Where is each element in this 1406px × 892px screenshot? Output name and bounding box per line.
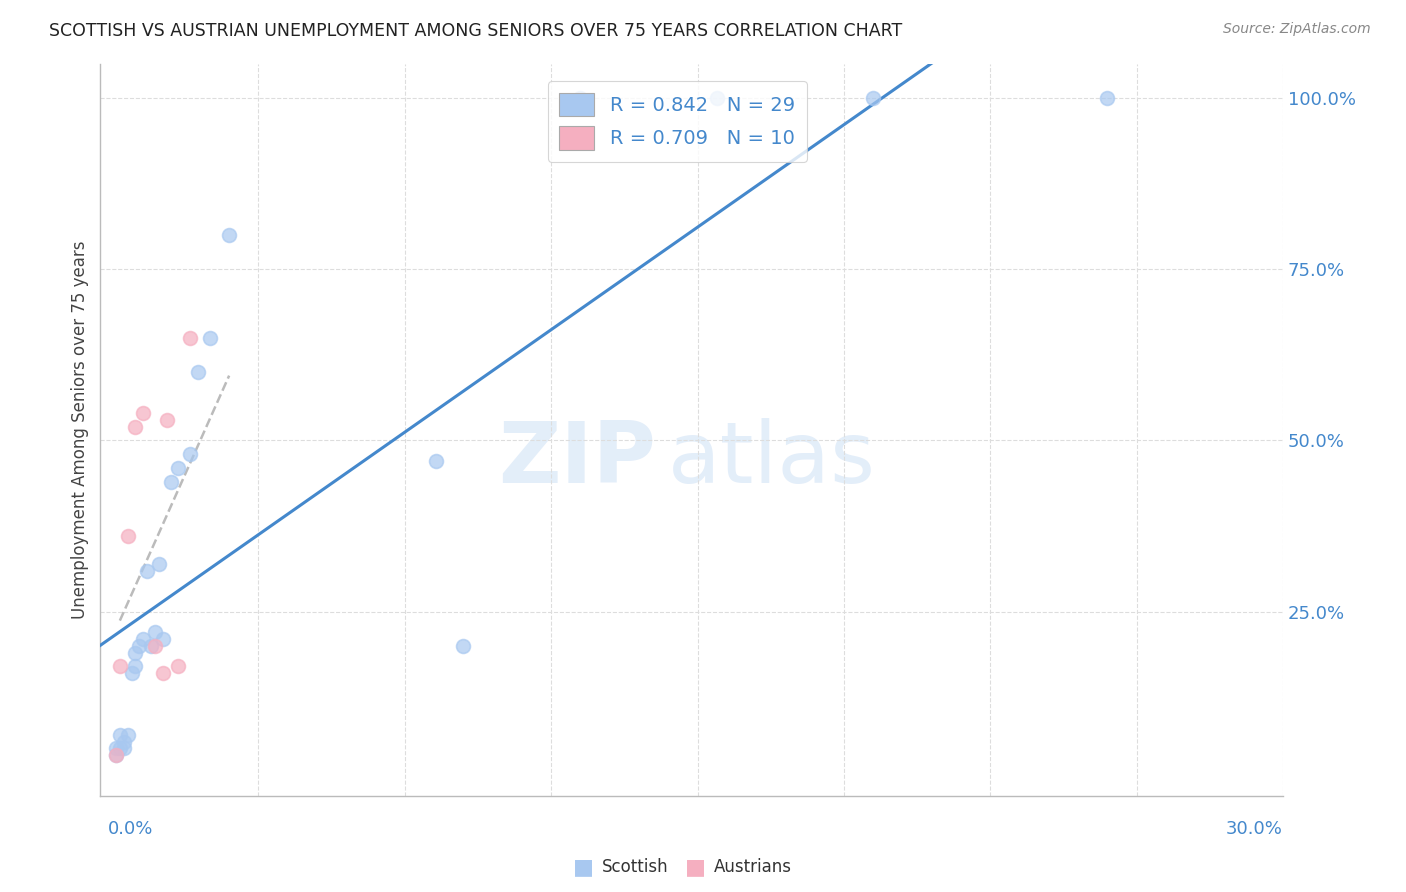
Point xyxy=(569,91,592,105)
Point xyxy=(124,419,146,434)
Text: Source: ZipAtlas.com: Source: ZipAtlas.com xyxy=(1223,22,1371,37)
Point xyxy=(159,475,181,489)
Point xyxy=(152,632,174,646)
Point xyxy=(117,728,139,742)
Point xyxy=(862,91,884,105)
Point xyxy=(124,659,146,673)
Point xyxy=(104,748,127,763)
Legend: R = 0.842   N = 29, R = 0.709   N = 10: R = 0.842 N = 29, R = 0.709 N = 10 xyxy=(548,81,807,161)
Point xyxy=(139,639,162,653)
Point xyxy=(167,461,190,475)
Point xyxy=(167,659,190,673)
Point xyxy=(132,632,155,646)
Point xyxy=(112,741,135,756)
Text: SCOTTISH VS AUSTRIAN UNEMPLOYMENT AMONG SENIORS OVER 75 YEARS CORRELATION CHART: SCOTTISH VS AUSTRIAN UNEMPLOYMENT AMONG … xyxy=(49,22,903,40)
Point xyxy=(124,646,146,660)
Point xyxy=(179,331,201,345)
Point xyxy=(108,659,131,673)
Text: ■: ■ xyxy=(686,857,706,877)
Point xyxy=(187,365,209,379)
Point xyxy=(104,748,127,763)
Text: 30.0%: 30.0% xyxy=(1226,821,1284,838)
Text: 0.0%: 0.0% xyxy=(108,821,153,838)
Point xyxy=(706,91,728,105)
Point xyxy=(198,331,221,345)
Point xyxy=(453,639,475,653)
Y-axis label: Unemployment Among Seniors over 75 years: Unemployment Among Seniors over 75 years xyxy=(72,241,89,619)
Text: ■: ■ xyxy=(574,857,593,877)
Point xyxy=(104,741,127,756)
Text: ZIP: ZIP xyxy=(499,418,657,501)
Point xyxy=(108,728,131,742)
Point xyxy=(148,557,170,571)
Point xyxy=(136,564,159,578)
Point xyxy=(425,454,447,468)
Text: Scottish: Scottish xyxy=(602,858,668,876)
Text: Austrians: Austrians xyxy=(714,858,792,876)
Point xyxy=(117,529,139,543)
Text: atlas: atlas xyxy=(668,418,876,501)
Point xyxy=(121,666,143,681)
Point xyxy=(156,413,179,427)
Point xyxy=(179,447,201,461)
Point xyxy=(152,666,174,681)
Point xyxy=(143,625,166,640)
Point xyxy=(128,639,150,653)
Point xyxy=(143,639,166,653)
Point xyxy=(132,406,155,420)
Point xyxy=(108,741,131,756)
Point xyxy=(1097,91,1119,105)
Point xyxy=(218,228,240,243)
Point xyxy=(112,734,135,748)
